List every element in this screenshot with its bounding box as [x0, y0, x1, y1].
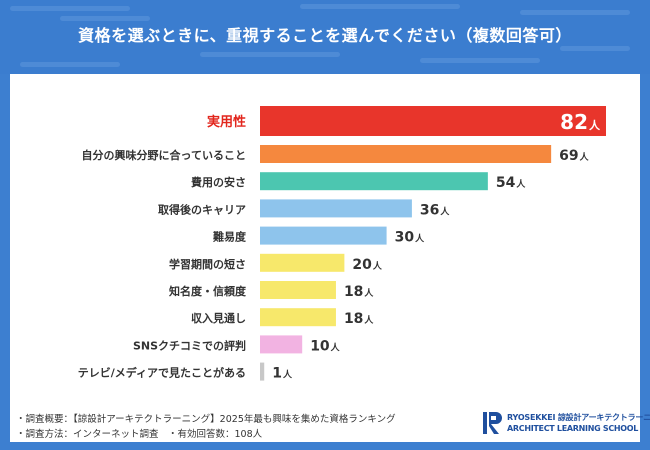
header-stripe — [560, 46, 630, 51]
value-label: 69人 — [559, 148, 589, 164]
header-stripe — [200, 52, 340, 57]
value-number: 10 — [310, 338, 330, 354]
value-unit: 人 — [589, 118, 601, 132]
value-unit: 人 — [515, 178, 526, 190]
category-label: 自分の興味分野に合っていること — [82, 148, 246, 162]
value-number: 82 — [560, 110, 588, 134]
value-number: 30 — [395, 230, 415, 246]
header-stripe — [420, 58, 540, 63]
value-number: 54 — [496, 175, 516, 191]
category-label: 学習期間の短さ — [169, 257, 246, 271]
header-stripe — [20, 62, 120, 67]
value-number: 1 — [272, 366, 282, 382]
footer: ・調査概要：【諒設計アーキテクトラーニング】2025年最も興味を集めた資格ランキ… — [10, 405, 650, 442]
value-label: 10人 — [310, 338, 340, 354]
category-label: 難易度 — [213, 230, 247, 244]
bar — [260, 172, 488, 191]
logo-mark-icon — [483, 412, 502, 434]
header-stripe — [60, 16, 150, 21]
survey-method: ・調査方法：インターネット調査 ・有効回答数：108人 — [16, 429, 263, 440]
brand-logo: RYOSEKKEI 諒設計アーキテクトラーニング ARCHITECT LEARN… — [482, 409, 650, 437]
chart-title: 資格を選ぶときに、重視することを選んでください（複数回答可） — [78, 26, 572, 45]
value-unit: 人 — [363, 287, 374, 299]
chart-panel: 実用性 82人 自分の興味分野に合っていること 69人 費用の安さ 54人 取得後のキャリア… — [10, 74, 640, 405]
category-label: テレビ/メディアで見たことがある — [78, 366, 246, 380]
value-label: 30人 — [395, 230, 425, 246]
logo-text-top: RYOSEKKEI 諒設計アーキテクトラーニング — [507, 413, 650, 422]
category-label: 実用性 — [207, 114, 246, 130]
category-label: 収入見通し — [191, 312, 246, 325]
value-unit: 人 — [579, 151, 590, 163]
value-label: 18人 — [344, 284, 374, 300]
value-unit: 人 — [330, 341, 341, 353]
value-number: 18 — [344, 284, 363, 300]
value-label: 82人 — [560, 110, 601, 134]
value-number: 69 — [559, 148, 578, 164]
bar — [260, 106, 606, 136]
bar — [260, 281, 336, 299]
value-unit: 人 — [414, 233, 425, 245]
value-unit: 人 — [372, 260, 383, 272]
value-unit: 人 — [282, 369, 293, 381]
bar — [260, 226, 387, 245]
category-label: 費用の安さ — [190, 175, 246, 189]
bar — [260, 145, 552, 163]
value-label: 36人 — [420, 202, 450, 218]
survey-overview: ・調査概要：【諒設計アーキテクトラーニング】2025年最も興味を集めた資格ランキ… — [16, 414, 396, 425]
value-unit: 人 — [439, 205, 450, 217]
bar — [260, 335, 303, 354]
category-label: 取得後のキャリア — [158, 202, 246, 216]
bar — [260, 253, 345, 272]
category-label: 知名度・信頼度 — [168, 284, 247, 298]
value-number: 36 — [420, 202, 439, 218]
header-stripe — [10, 6, 130, 11]
logo-text-bottom: ARCHITECT LEARNING SCHOOL — [507, 424, 639, 433]
bar — [260, 362, 265, 381]
value-unit: 人 — [363, 314, 374, 326]
value-number: 20 — [352, 257, 372, 273]
category-label: SNSクチコミでの評判 — [133, 338, 246, 352]
bar — [260, 308, 336, 327]
header-stripe — [300, 4, 460, 9]
value-label: 1人 — [272, 366, 293, 382]
header-banner: 資格を選ぶときに、重視することを選んでください（複数回答可） — [0, 0, 650, 74]
value-label: 18人 — [344, 311, 374, 327]
value-label: 20人 — [352, 257, 382, 273]
value-label: 54人 — [496, 175, 526, 191]
header-stripe — [520, 10, 630, 15]
value-number: 18 — [344, 311, 363, 327]
bar — [260, 199, 412, 218]
